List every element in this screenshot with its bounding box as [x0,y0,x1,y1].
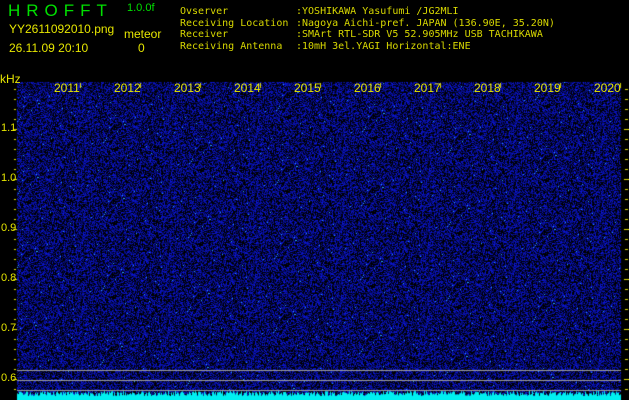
y-tick-label: 0.9 [1,222,17,234]
x-year-label: 2014 [234,81,261,95]
x-year-label: 2017 [414,81,441,95]
x-year-label: 2012 [114,81,141,95]
info-value: :YOSHIKAWA Yasufumi /JG2MLI [296,6,459,17]
x-year-label: 2018 [474,81,501,95]
x-year-label: 2011 [54,81,80,95]
y-tick-label: 1.1 [1,122,17,134]
info-antenna: Receiving Antenna :10mH 3el.YAGI Horizont… [180,41,471,53]
y-unit-label: kHz [0,72,21,86]
info-key: Ovserver [180,6,229,17]
info-value: :SMArt RTL-SDR V5 52.905MHz USB TACHIKAW… [296,29,543,40]
spectrogram [0,80,629,400]
x-year-label: 2013 [174,81,201,95]
app-title: HROFFT [8,1,113,20]
x-year-label: 2015 [294,81,321,95]
datetime-label: 26.11.09 20:10 [9,41,89,55]
x-year-label: 2020 [594,81,621,95]
y-tick-label: 0.7 [1,322,17,334]
version-label: 1.0.0f [127,2,155,14]
info-key: Receiving Location [180,17,289,29]
y-tick-label: 0.6 [1,372,17,384]
y-tick-label: 0.8 [1,272,17,284]
info-receiver: Receiver :SMArt RTL-SDR V5 52.905MHz USB … [180,29,543,41]
x-year-label: 2016 [354,81,381,95]
x-year-label: 2019 [534,81,561,95]
filename-label: YY2611092010.png [9,22,115,36]
info-key: Receiving Antenna [180,40,283,52]
y-tick-label: 1.0 [1,172,17,184]
meteor-label: meteor [124,27,162,41]
info-value: :Nagoya Aichi-pref. JAPAN (136.90E, 35.2… [296,17,555,29]
info-value: :10mH 3el.YAGI Horizontal:ENE [296,40,471,52]
info-key: Receiver [180,29,229,40]
info-observer: Ovserver :YOSHIKAWA Yasufumi /JG2MLI [180,6,459,18]
info-location: Receiving Location :Nagoya Aichi-pref. JA… [180,18,555,30]
meteor-count: 0 [138,41,145,55]
